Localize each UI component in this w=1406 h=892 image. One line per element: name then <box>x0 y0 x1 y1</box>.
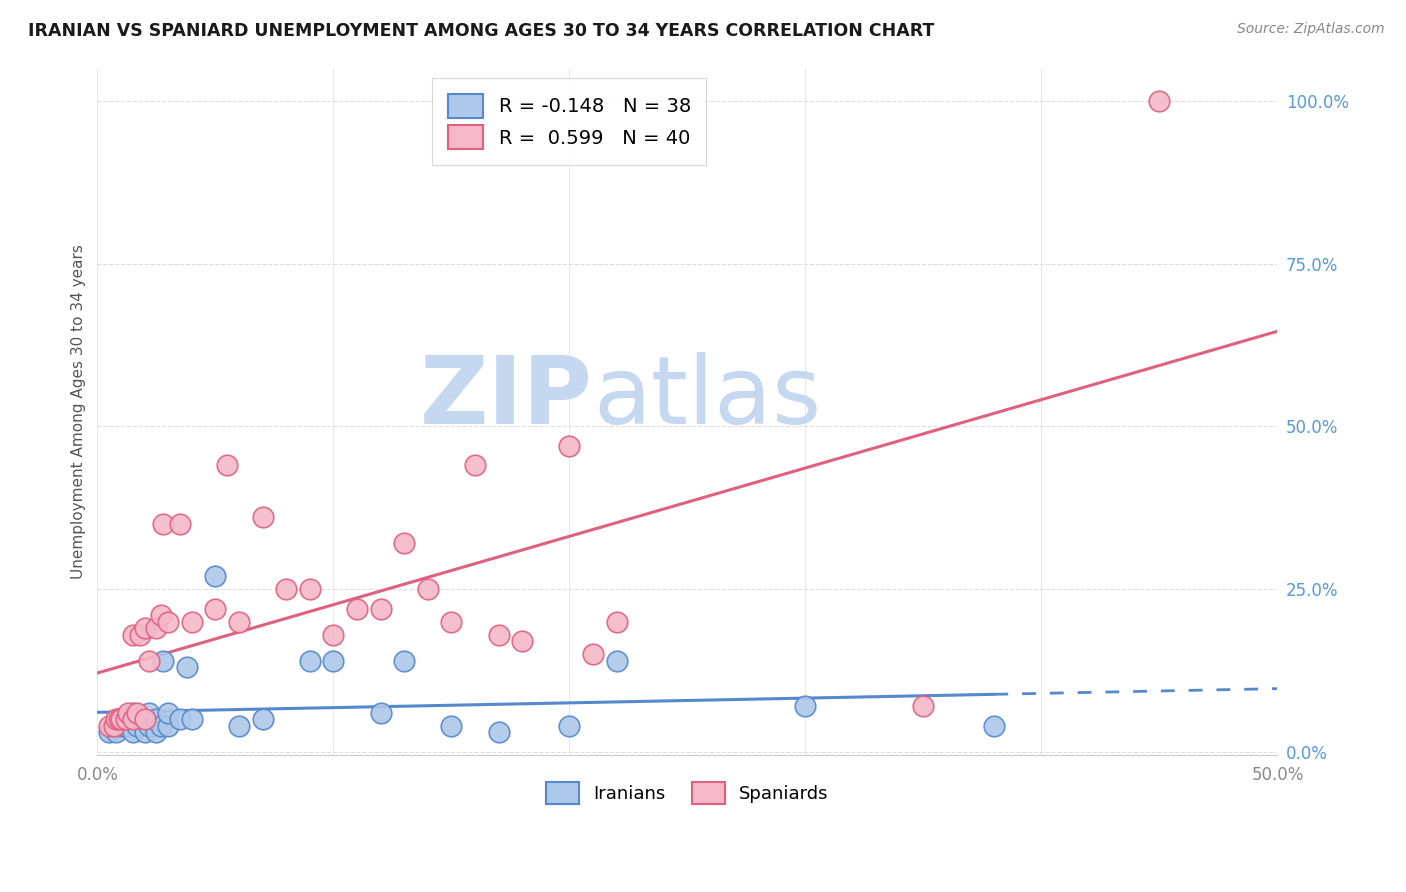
Point <box>110 718 132 732</box>
Point <box>794 699 817 714</box>
Point <box>169 516 191 531</box>
Point <box>322 654 344 668</box>
Point <box>157 706 180 720</box>
Point <box>128 712 150 726</box>
Point <box>157 718 180 732</box>
Point <box>98 718 121 732</box>
Point <box>138 706 160 720</box>
Point <box>152 516 174 531</box>
Point <box>134 621 156 635</box>
Point <box>145 621 167 635</box>
Point <box>558 718 581 732</box>
Point <box>105 712 128 726</box>
Point <box>392 654 415 668</box>
Point <box>145 725 167 739</box>
Point <box>276 582 298 596</box>
Point <box>107 712 129 726</box>
Point <box>121 712 143 726</box>
Point <box>176 660 198 674</box>
Point <box>510 634 533 648</box>
Point <box>152 654 174 668</box>
Point <box>298 654 321 668</box>
Point <box>134 725 156 739</box>
Point <box>127 706 149 720</box>
Point <box>103 718 125 732</box>
Point <box>98 725 121 739</box>
Point <box>1149 94 1171 108</box>
Point <box>558 439 581 453</box>
Legend: Iranians, Spaniards: Iranians, Spaniards <box>536 771 839 814</box>
Point <box>110 712 132 726</box>
Point <box>582 647 605 661</box>
Point <box>204 601 226 615</box>
Point <box>983 718 1005 732</box>
Point <box>105 725 128 739</box>
Point <box>346 601 368 615</box>
Point <box>488 725 510 739</box>
Point <box>606 654 628 668</box>
Point <box>228 718 250 732</box>
Point <box>217 458 239 473</box>
Point <box>464 458 486 473</box>
Point <box>440 718 463 732</box>
Point <box>121 725 143 739</box>
Point <box>128 627 150 641</box>
Point <box>103 718 125 732</box>
Point <box>114 718 136 732</box>
Point <box>138 654 160 668</box>
Point <box>110 712 132 726</box>
Point <box>127 718 149 732</box>
Point <box>298 582 321 596</box>
Point <box>912 699 935 714</box>
Point <box>322 627 344 641</box>
Point <box>150 718 173 732</box>
Point <box>157 615 180 629</box>
Point <box>440 615 463 629</box>
Point <box>392 536 415 550</box>
Point <box>488 627 510 641</box>
Point <box>134 712 156 726</box>
Point <box>180 615 202 629</box>
Text: IRANIAN VS SPANIARD UNEMPLOYMENT AMONG AGES 30 TO 34 YEARS CORRELATION CHART: IRANIAN VS SPANIARD UNEMPLOYMENT AMONG A… <box>28 22 935 40</box>
Point <box>416 582 439 596</box>
Point <box>117 706 139 720</box>
Point <box>145 712 167 726</box>
Point <box>370 601 392 615</box>
Point <box>107 712 129 726</box>
Text: Source: ZipAtlas.com: Source: ZipAtlas.com <box>1237 22 1385 37</box>
Point <box>180 712 202 726</box>
Point <box>150 607 173 622</box>
Point <box>121 706 143 720</box>
Point <box>114 712 136 726</box>
Point <box>252 712 274 726</box>
Point <box>370 706 392 720</box>
Point <box>117 712 139 726</box>
Text: atlas: atlas <box>593 352 821 444</box>
Text: ZIP: ZIP <box>420 352 593 444</box>
Point <box>228 615 250 629</box>
Point <box>606 615 628 629</box>
Point <box>134 712 156 726</box>
Point <box>138 718 160 732</box>
Point <box>204 569 226 583</box>
Point <box>252 510 274 524</box>
Point <box>121 627 143 641</box>
Y-axis label: Unemployment Among Ages 30 to 34 years: Unemployment Among Ages 30 to 34 years <box>72 244 86 579</box>
Point <box>169 712 191 726</box>
